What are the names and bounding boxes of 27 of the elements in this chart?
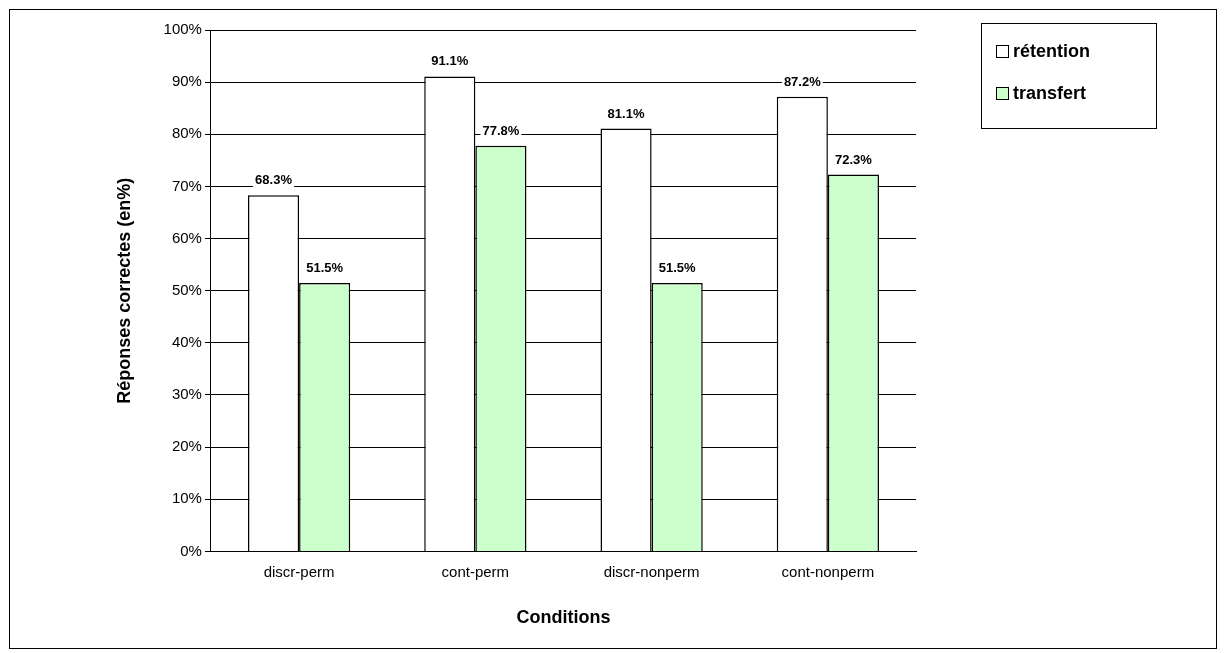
y-tick-label: 60% [171,228,202,246]
y-tick-label: 80% [171,124,202,142]
x-tick-label: discr-perm [263,562,335,580]
data-label: 51.5% [306,259,344,275]
x-tick-label: cont-perm [441,562,510,580]
y-tick-label: 50% [171,280,202,298]
data-label: 87.2% [783,73,822,89]
x-tick-label: discr-nonperm [603,562,700,580]
x-tick-label: cont-nonperm [781,562,875,580]
x-axis-title: Conditions [516,607,611,628]
y-tick-label: 10% [171,489,202,507]
y-tick-label: 40% [171,332,202,350]
y-axis-title: Réponses correctes (en%) [113,177,134,404]
y-tick-label: 90% [171,72,202,90]
text: rétention [1013,40,1091,62]
data-label: 72.3% [834,151,873,167]
y-tick-label: 0% [180,541,202,559]
y-tick-label: 20% [171,437,202,455]
data-label: 51.5% [658,259,697,275]
y-tick-label: 70% [171,176,202,194]
y-tick-label: 100% [163,20,202,38]
legend-label: transfert [1013,82,1087,104]
data-label: 68.3% [255,172,293,188]
data-label: 81.1% [607,105,645,121]
data-label: 77.8% [482,122,520,138]
y-tick-label: 30% [171,385,202,403]
data-label: 91.1% [431,53,469,69]
